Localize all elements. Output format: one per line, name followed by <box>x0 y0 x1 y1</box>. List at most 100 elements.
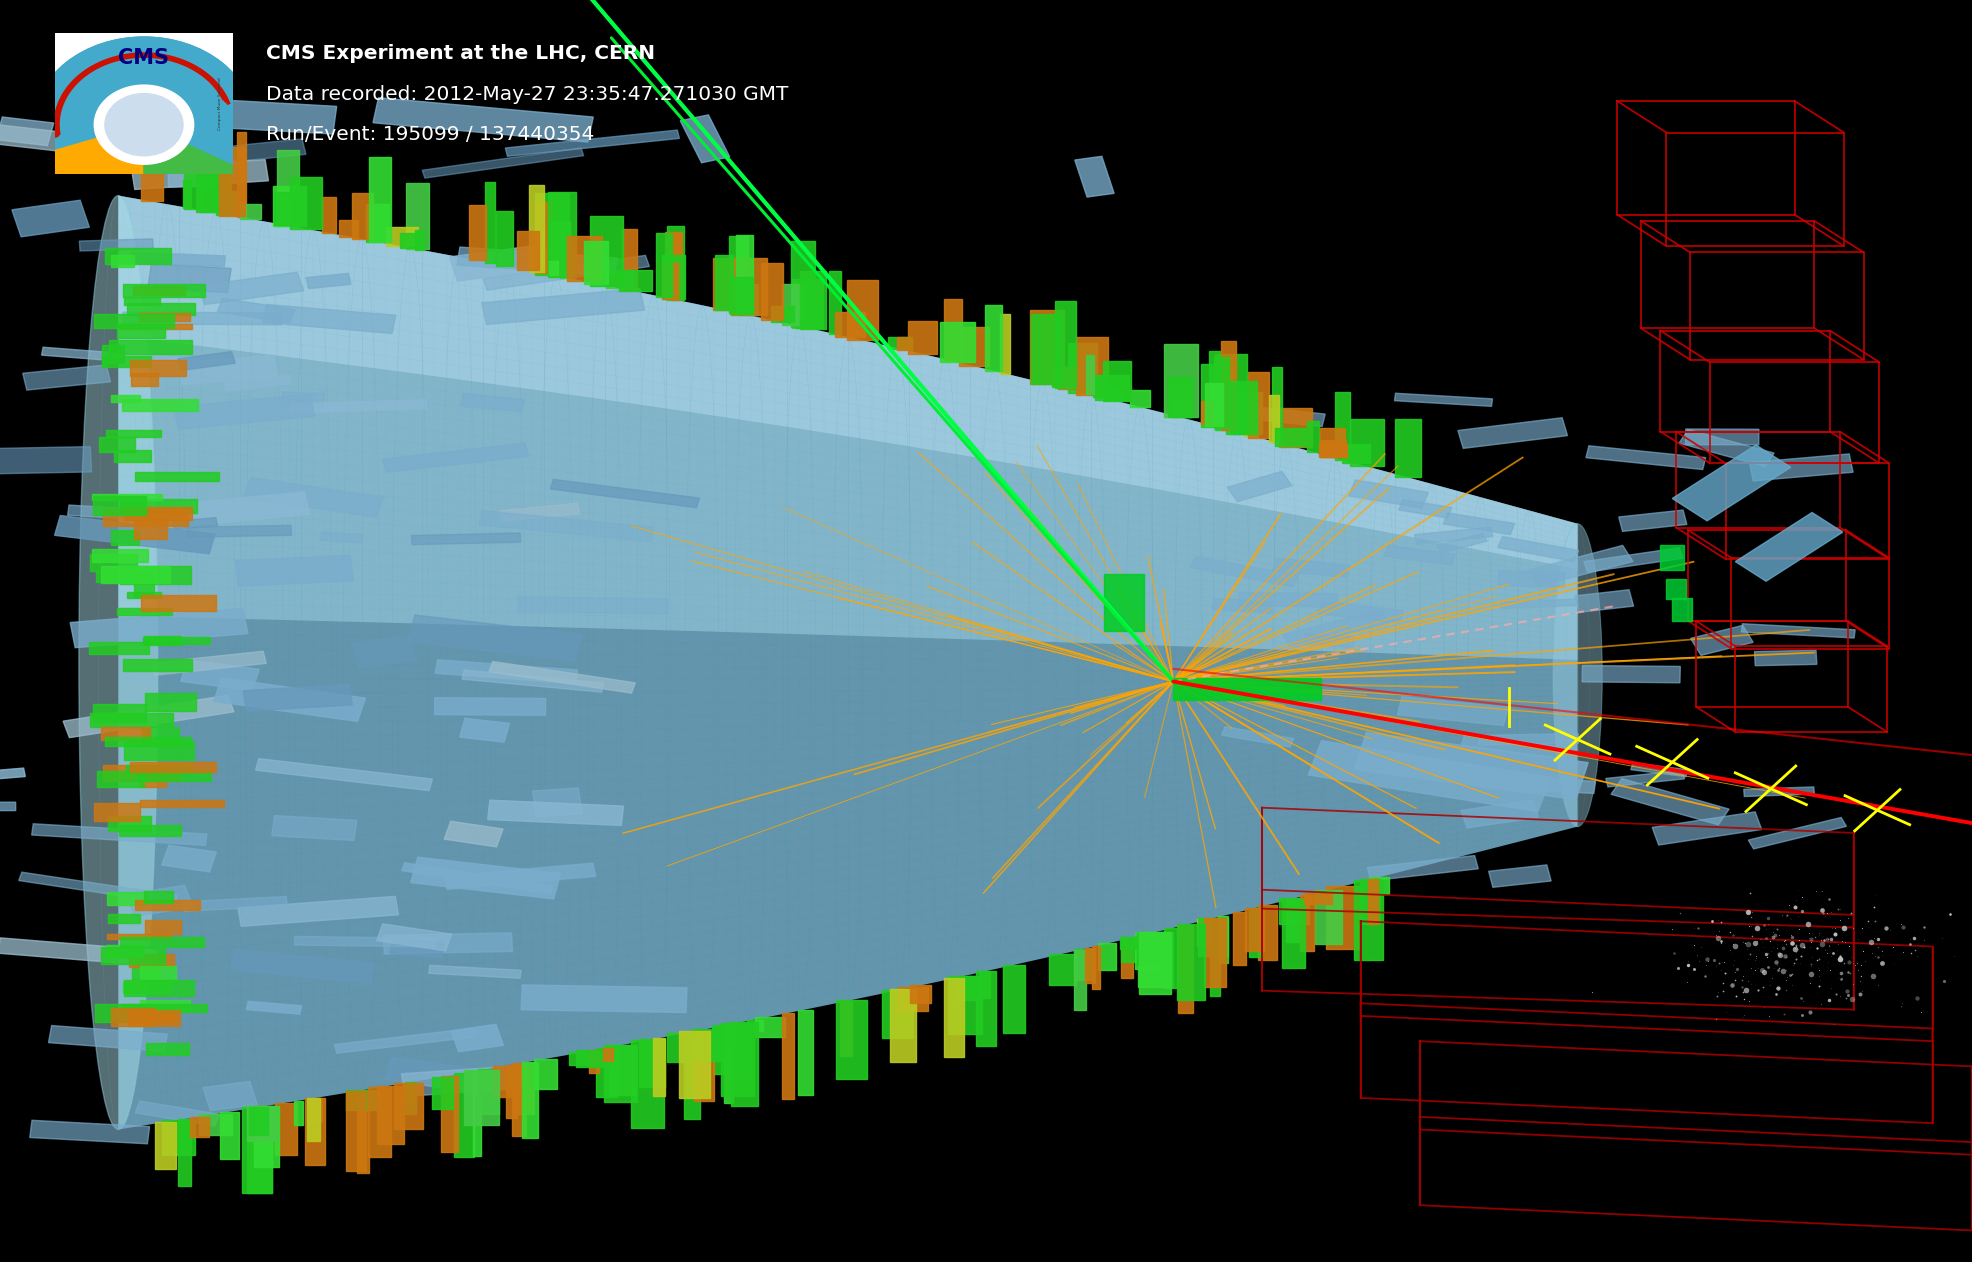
Bar <box>201 127 227 212</box>
Bar <box>897 987 929 1011</box>
Bar <box>945 299 962 361</box>
Bar <box>761 262 783 321</box>
Bar <box>576 1050 611 1066</box>
Bar <box>124 741 193 760</box>
Bar <box>290 400 428 413</box>
Bar <box>1191 557 1298 587</box>
Bar <box>848 280 878 341</box>
Bar <box>174 394 316 429</box>
Bar <box>272 186 306 226</box>
Bar <box>1167 377 1193 418</box>
Bar <box>101 567 170 583</box>
Bar <box>712 1026 734 1058</box>
Bar <box>114 451 152 462</box>
Bar <box>1394 394 1493 406</box>
Bar <box>590 216 623 285</box>
Bar <box>461 670 603 692</box>
Bar <box>134 520 168 539</box>
Bar <box>889 989 915 1063</box>
Bar <box>1029 309 1065 384</box>
Bar <box>183 180 191 208</box>
Bar <box>1049 954 1077 984</box>
Bar <box>254 1106 278 1167</box>
Bar <box>1355 732 1587 800</box>
Bar <box>1319 440 1347 457</box>
Bar <box>146 1042 189 1055</box>
Bar <box>1489 864 1552 887</box>
Bar <box>67 505 148 520</box>
Bar <box>1749 454 1854 481</box>
Bar <box>144 637 209 645</box>
Bar <box>406 183 428 250</box>
Bar <box>1270 395 1280 442</box>
Bar <box>1353 880 1382 960</box>
Bar <box>369 1088 390 1157</box>
Bar <box>596 1047 617 1097</box>
Bar <box>1173 678 1321 700</box>
Bar <box>93 496 146 515</box>
Bar <box>221 1112 239 1159</box>
Bar <box>177 1119 191 1186</box>
Bar <box>351 636 416 668</box>
Bar <box>1743 787 1814 796</box>
Bar <box>1278 899 1309 924</box>
Bar <box>49 1026 168 1051</box>
Bar <box>385 1056 495 1094</box>
Bar <box>110 530 140 545</box>
Bar <box>120 936 203 948</box>
Bar <box>339 220 359 236</box>
Bar <box>716 255 734 310</box>
Bar <box>106 892 146 905</box>
Wedge shape <box>144 125 239 212</box>
Bar <box>357 1090 369 1172</box>
Bar <box>383 933 513 954</box>
Bar <box>730 1022 749 1042</box>
Bar <box>694 1030 714 1100</box>
Bar <box>369 156 390 242</box>
Bar <box>1631 762 1688 776</box>
Bar <box>116 608 172 615</box>
Bar <box>692 1029 724 1061</box>
Bar <box>1211 384 1221 427</box>
Bar <box>174 492 310 526</box>
Bar <box>781 284 805 324</box>
Bar <box>1075 156 1114 197</box>
Bar <box>1171 399 1191 418</box>
Bar <box>126 885 193 916</box>
Bar <box>1073 950 1087 1010</box>
Bar <box>609 1045 635 1095</box>
Bar <box>103 509 187 525</box>
Bar <box>909 986 931 1003</box>
Bar <box>432 1076 454 1109</box>
Ellipse shape <box>1554 524 1603 827</box>
Bar <box>177 355 278 385</box>
Bar <box>493 1066 513 1097</box>
Bar <box>1077 337 1108 395</box>
Bar <box>450 242 570 281</box>
Bar <box>24 365 110 390</box>
Bar <box>1248 372 1268 438</box>
Bar <box>110 395 140 403</box>
Bar <box>1585 445 1706 469</box>
Bar <box>1075 949 1094 979</box>
Bar <box>93 549 148 562</box>
Bar <box>394 1083 424 1128</box>
Bar <box>262 304 396 333</box>
Bar <box>132 159 268 189</box>
Bar <box>1092 376 1106 396</box>
Bar <box>1444 512 1514 535</box>
Bar <box>528 184 544 271</box>
Bar <box>730 236 747 313</box>
Bar <box>142 727 179 745</box>
Bar <box>834 312 866 337</box>
Bar <box>434 698 546 716</box>
Bar <box>459 718 509 742</box>
Bar <box>1031 314 1061 384</box>
Bar <box>1138 934 1163 964</box>
Bar <box>140 967 176 981</box>
Bar <box>1163 345 1199 418</box>
Bar <box>1369 877 1388 895</box>
Bar <box>335 1029 477 1054</box>
Bar <box>95 803 140 822</box>
Bar <box>976 972 996 1046</box>
